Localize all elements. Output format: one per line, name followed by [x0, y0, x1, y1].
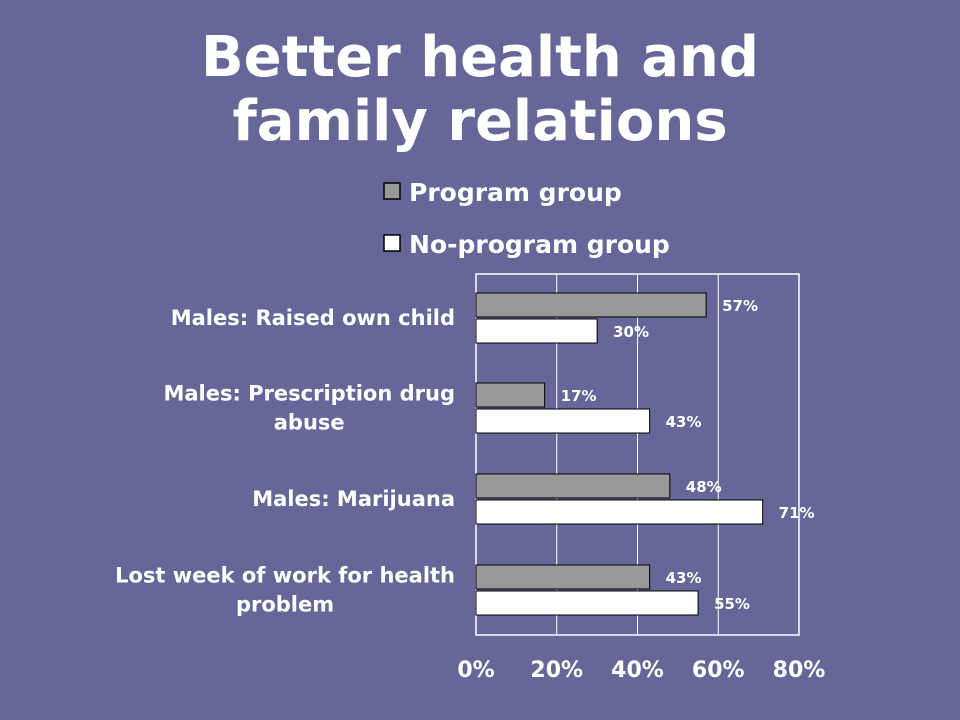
data-label: 48%: [686, 478, 722, 496]
program-bar: [475, 564, 651, 590]
program-bar: [475, 473, 671, 499]
legend-swatch: [383, 234, 401, 252]
category-label: Lost week of work for health: [115, 564, 455, 588]
x-tick-label: 20%: [530, 658, 583, 683]
data-label: 43%: [666, 413, 702, 431]
data-label: 57%: [722, 297, 758, 315]
no-program-bar: [475, 318, 598, 344]
no-program-bar: [475, 499, 764, 525]
data-label: 55%: [714, 595, 750, 613]
x-tick-label: 60%: [692, 658, 745, 683]
category-label: Males: Prescription drug: [163, 382, 455, 406]
no-program-bar: [475, 590, 699, 616]
program-bar: [475, 292, 707, 318]
no-program-bar: [475, 408, 651, 434]
data-label: 30%: [613, 323, 649, 341]
data-label: 71%: [779, 504, 815, 522]
slide-title-line-2: family relations: [232, 89, 728, 154]
category-label: Males: Marijuana: [252, 487, 455, 511]
program-bar: [475, 382, 546, 408]
category-label: problem: [236, 593, 334, 617]
legend-swatch: [383, 182, 401, 200]
slide-title-line-1: Better health and: [200, 25, 759, 90]
data-label: 17%: [561, 387, 597, 405]
category-label: abuse: [274, 411, 345, 435]
category-label: Males: Raised own child: [171, 306, 455, 330]
x-tick-label: 0%: [457, 658, 494, 683]
x-tick-label: 80%: [773, 658, 826, 683]
legend-label: Program group: [409, 178, 622, 207]
data-label: 43%: [666, 569, 702, 587]
x-tick-label: 40%: [611, 658, 664, 683]
slide-title: Better health and family relations: [0, 26, 960, 154]
legend-label: No-program group: [409, 230, 670, 259]
